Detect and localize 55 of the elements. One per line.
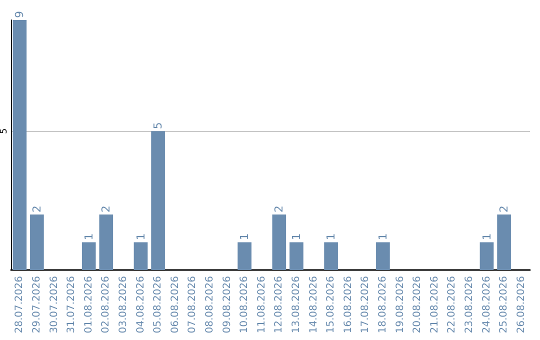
data-label: 1: [324, 233, 338, 240]
data-label: 1: [134, 233, 148, 240]
x-tick-label: 13.08.2026: [290, 276, 302, 334]
data-label: 2: [100, 205, 113, 212]
x-tick-label: 16.08.2026: [342, 276, 354, 334]
data-label: 2: [272, 205, 286, 212]
x-tick-label: 06.08.2026: [170, 276, 181, 334]
x-tick-label: 28.07.2026: [14, 276, 26, 334]
bar: [324, 242, 338, 270]
x-tick-label: 29.07.2026: [31, 276, 42, 334]
data-label: 1: [480, 233, 494, 240]
x-tick-label: 18.08.2026: [377, 276, 388, 334]
data-label: 2: [498, 205, 511, 212]
x-tick-label: 15.08.2026: [326, 276, 337, 334]
bar: [272, 214, 286, 270]
x-tick-label: 09.08.2026: [222, 276, 233, 334]
x-tick-label: 24.08.2026: [481, 276, 492, 334]
bar: [30, 214, 44, 270]
x-tick-label: 04.08.2026: [135, 276, 146, 334]
x-tick-label: 23.08.2026: [464, 276, 475, 334]
bar: [99, 214, 114, 270]
bar: [82, 242, 96, 270]
x-tick-label: 25.08.2026: [498, 276, 510, 334]
x-tick-label: 21.08.2026: [429, 276, 440, 334]
data-label: 2: [30, 205, 44, 212]
x-tick-label: 17.08.2026: [360, 276, 372, 334]
x-tick-label: 26.08.2026: [516, 276, 527, 334]
data-label: 1: [290, 233, 303, 240]
bar: [134, 242, 148, 270]
x-tick-label: 01.08.2026: [83, 276, 94, 334]
x-tick-label: 30.07.2026: [48, 276, 60, 334]
x-tick-label: 05.08.2026: [152, 276, 164, 334]
x-tick-label: 20.08.2026: [412, 276, 424, 334]
bar: [376, 242, 390, 270]
bar: [480, 242, 494, 270]
x-tick-label: 08.08.2026: [204, 276, 216, 334]
x-tick-label: 02.08.2026: [100, 276, 112, 334]
x-tick-label: 31.07.2026: [66, 276, 78, 334]
data-label: 9: [13, 11, 26, 18]
x-tick-label: 12.08.2026: [274, 276, 285, 334]
x-tick-label: 22.08.2026: [446, 276, 458, 334]
bar: [290, 242, 304, 270]
data-label: 1: [238, 233, 252, 240]
data-label: 1: [376, 233, 390, 240]
x-tick-label: 14.08.2026: [308, 276, 320, 334]
bar: [238, 242, 252, 270]
x-tick-label: 03.08.2026: [118, 276, 129, 334]
x-tick-label: 10.08.2026: [239, 276, 250, 334]
data-label: 5: [152, 122, 165, 130]
x-tick-label: 07.08.2026: [187, 276, 198, 334]
x-tick-label: 19.08.2026: [394, 276, 406, 334]
bar: [151, 131, 165, 270]
bar: [497, 214, 511, 270]
x-tick-label: 11.08.2026: [256, 276, 268, 334]
data-label: 1: [82, 233, 96, 240]
